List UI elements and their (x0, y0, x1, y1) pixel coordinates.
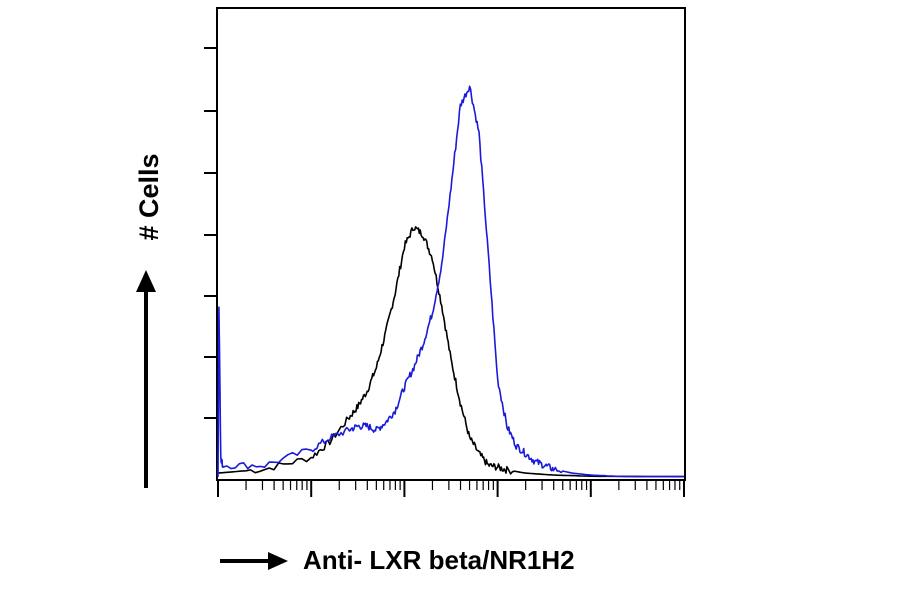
y-axis-title: # Cells (134, 153, 164, 240)
x-axis-ticks (217, 481, 685, 497)
x-axis-title: Anti- LXR beta/NR1H2 (303, 545, 575, 575)
x-axis-arrow-head (268, 552, 288, 570)
series-layer (217, 85, 684, 478)
y-axis-ticks (204, 47, 216, 419)
y-axis-arrow-head (136, 270, 156, 292)
series-line-0 (217, 226, 684, 478)
series-line-1 (217, 85, 684, 478)
plot-frame (216, 7, 686, 481)
